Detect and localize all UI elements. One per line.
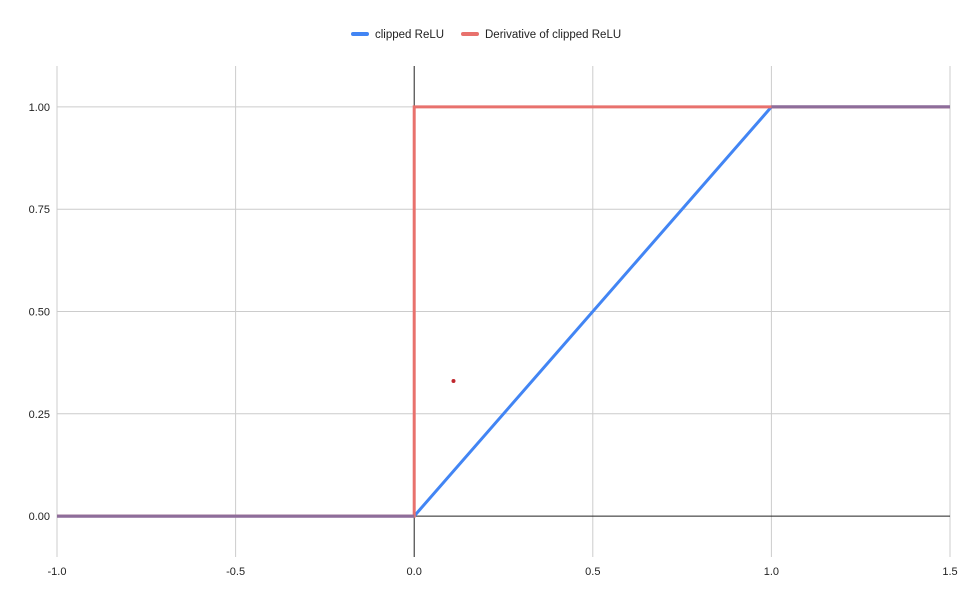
x-tick-label: 1.5 — [942, 566, 957, 578]
x-tick-label: 0.5 — [585, 566, 600, 578]
y-tick-label: 0.00 — [29, 511, 50, 523]
y-tick-label: 0.25 — [29, 409, 50, 421]
legend-label-derivative-clipped-relu[interactable]: Derivative of clipped ReLU — [485, 29, 621, 41]
legend-label-clipped-relu[interactable]: clipped ReLU — [375, 29, 444, 41]
x-tick-label: -0.5 — [226, 566, 245, 578]
tick-labels: -1.0 -0.5 0.0 0.5 1.0 1.5 0.00 0.25 0.50 0.75 1.00 — [29, 102, 958, 578]
grid-layer — [56, 66, 951, 557]
legend[interactable]: clipped ReLU Derivative of clipped ReLU — [351, 29, 621, 41]
series-layer — [57, 105, 950, 518]
x-tick-label: -1.0 — [48, 566, 67, 578]
x-tick-label: 1.0 — [764, 566, 779, 578]
annotation-point — [451, 379, 456, 384]
y-tick-label: 1.00 — [29, 102, 50, 114]
x-tick-label: 0.0 — [407, 566, 422, 578]
y-tick-label: 0.75 — [29, 204, 50, 216]
y-tick-label: 0.50 — [29, 307, 50, 319]
